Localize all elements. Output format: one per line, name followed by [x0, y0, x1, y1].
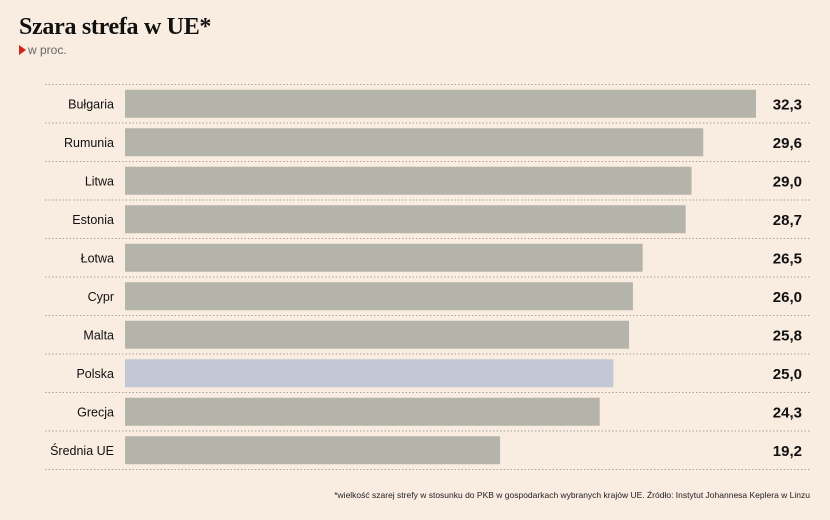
triangle-marker-icon [19, 45, 26, 55]
value-label: 25,8 [773, 327, 802, 344]
footnote: *wielkość szarej strefy w stosunku do PK… [334, 490, 810, 500]
chart-title: Szara strefa w UE* [19, 14, 212, 40]
value-label: 26,0 [773, 289, 802, 306]
bar-9 [125, 397, 600, 426]
category-label: Polska [76, 367, 114, 381]
bar-1 [125, 89, 756, 118]
category-label: Łotwa [81, 251, 114, 265]
bar-10 [125, 436, 501, 465]
value-label: 28,7 [773, 212, 802, 229]
value-label: 29,0 [773, 173, 802, 190]
category-label: Grecja [77, 405, 114, 419]
value-label: 26,5 [773, 250, 802, 267]
bar-7 [125, 320, 630, 349]
bar-4 [125, 205, 686, 234]
unit-label: w proc. [28, 43, 67, 57]
bar-8 [125, 359, 614, 388]
bar-6 [125, 282, 633, 311]
bar-5 [125, 243, 643, 272]
category-label: Malta [83, 328, 114, 342]
value-label: 25,0 [773, 366, 802, 383]
value-label: 32,3 [773, 96, 802, 113]
value-label: 19,2 [773, 443, 802, 460]
category-label: Bułgaria [68, 97, 114, 111]
category-label: Cypr [88, 290, 114, 304]
category-label: Średnia UE [50, 443, 114, 458]
value-label: 29,6 [773, 135, 802, 152]
bar-3 [125, 166, 692, 195]
bar-2 [125, 128, 704, 157]
chart-subtitle: w proc. [19, 43, 67, 57]
category-label: Litwa [85, 174, 114, 188]
bar-chart: Bułgaria 32,3 Rumunia 29,6 Litwa 29,0 Estonia 2… [45, 84, 810, 470]
value-label: 24,3 [773, 404, 802, 421]
category-label: Rumunia [64, 136, 114, 150]
category-label: Estonia [72, 213, 114, 227]
